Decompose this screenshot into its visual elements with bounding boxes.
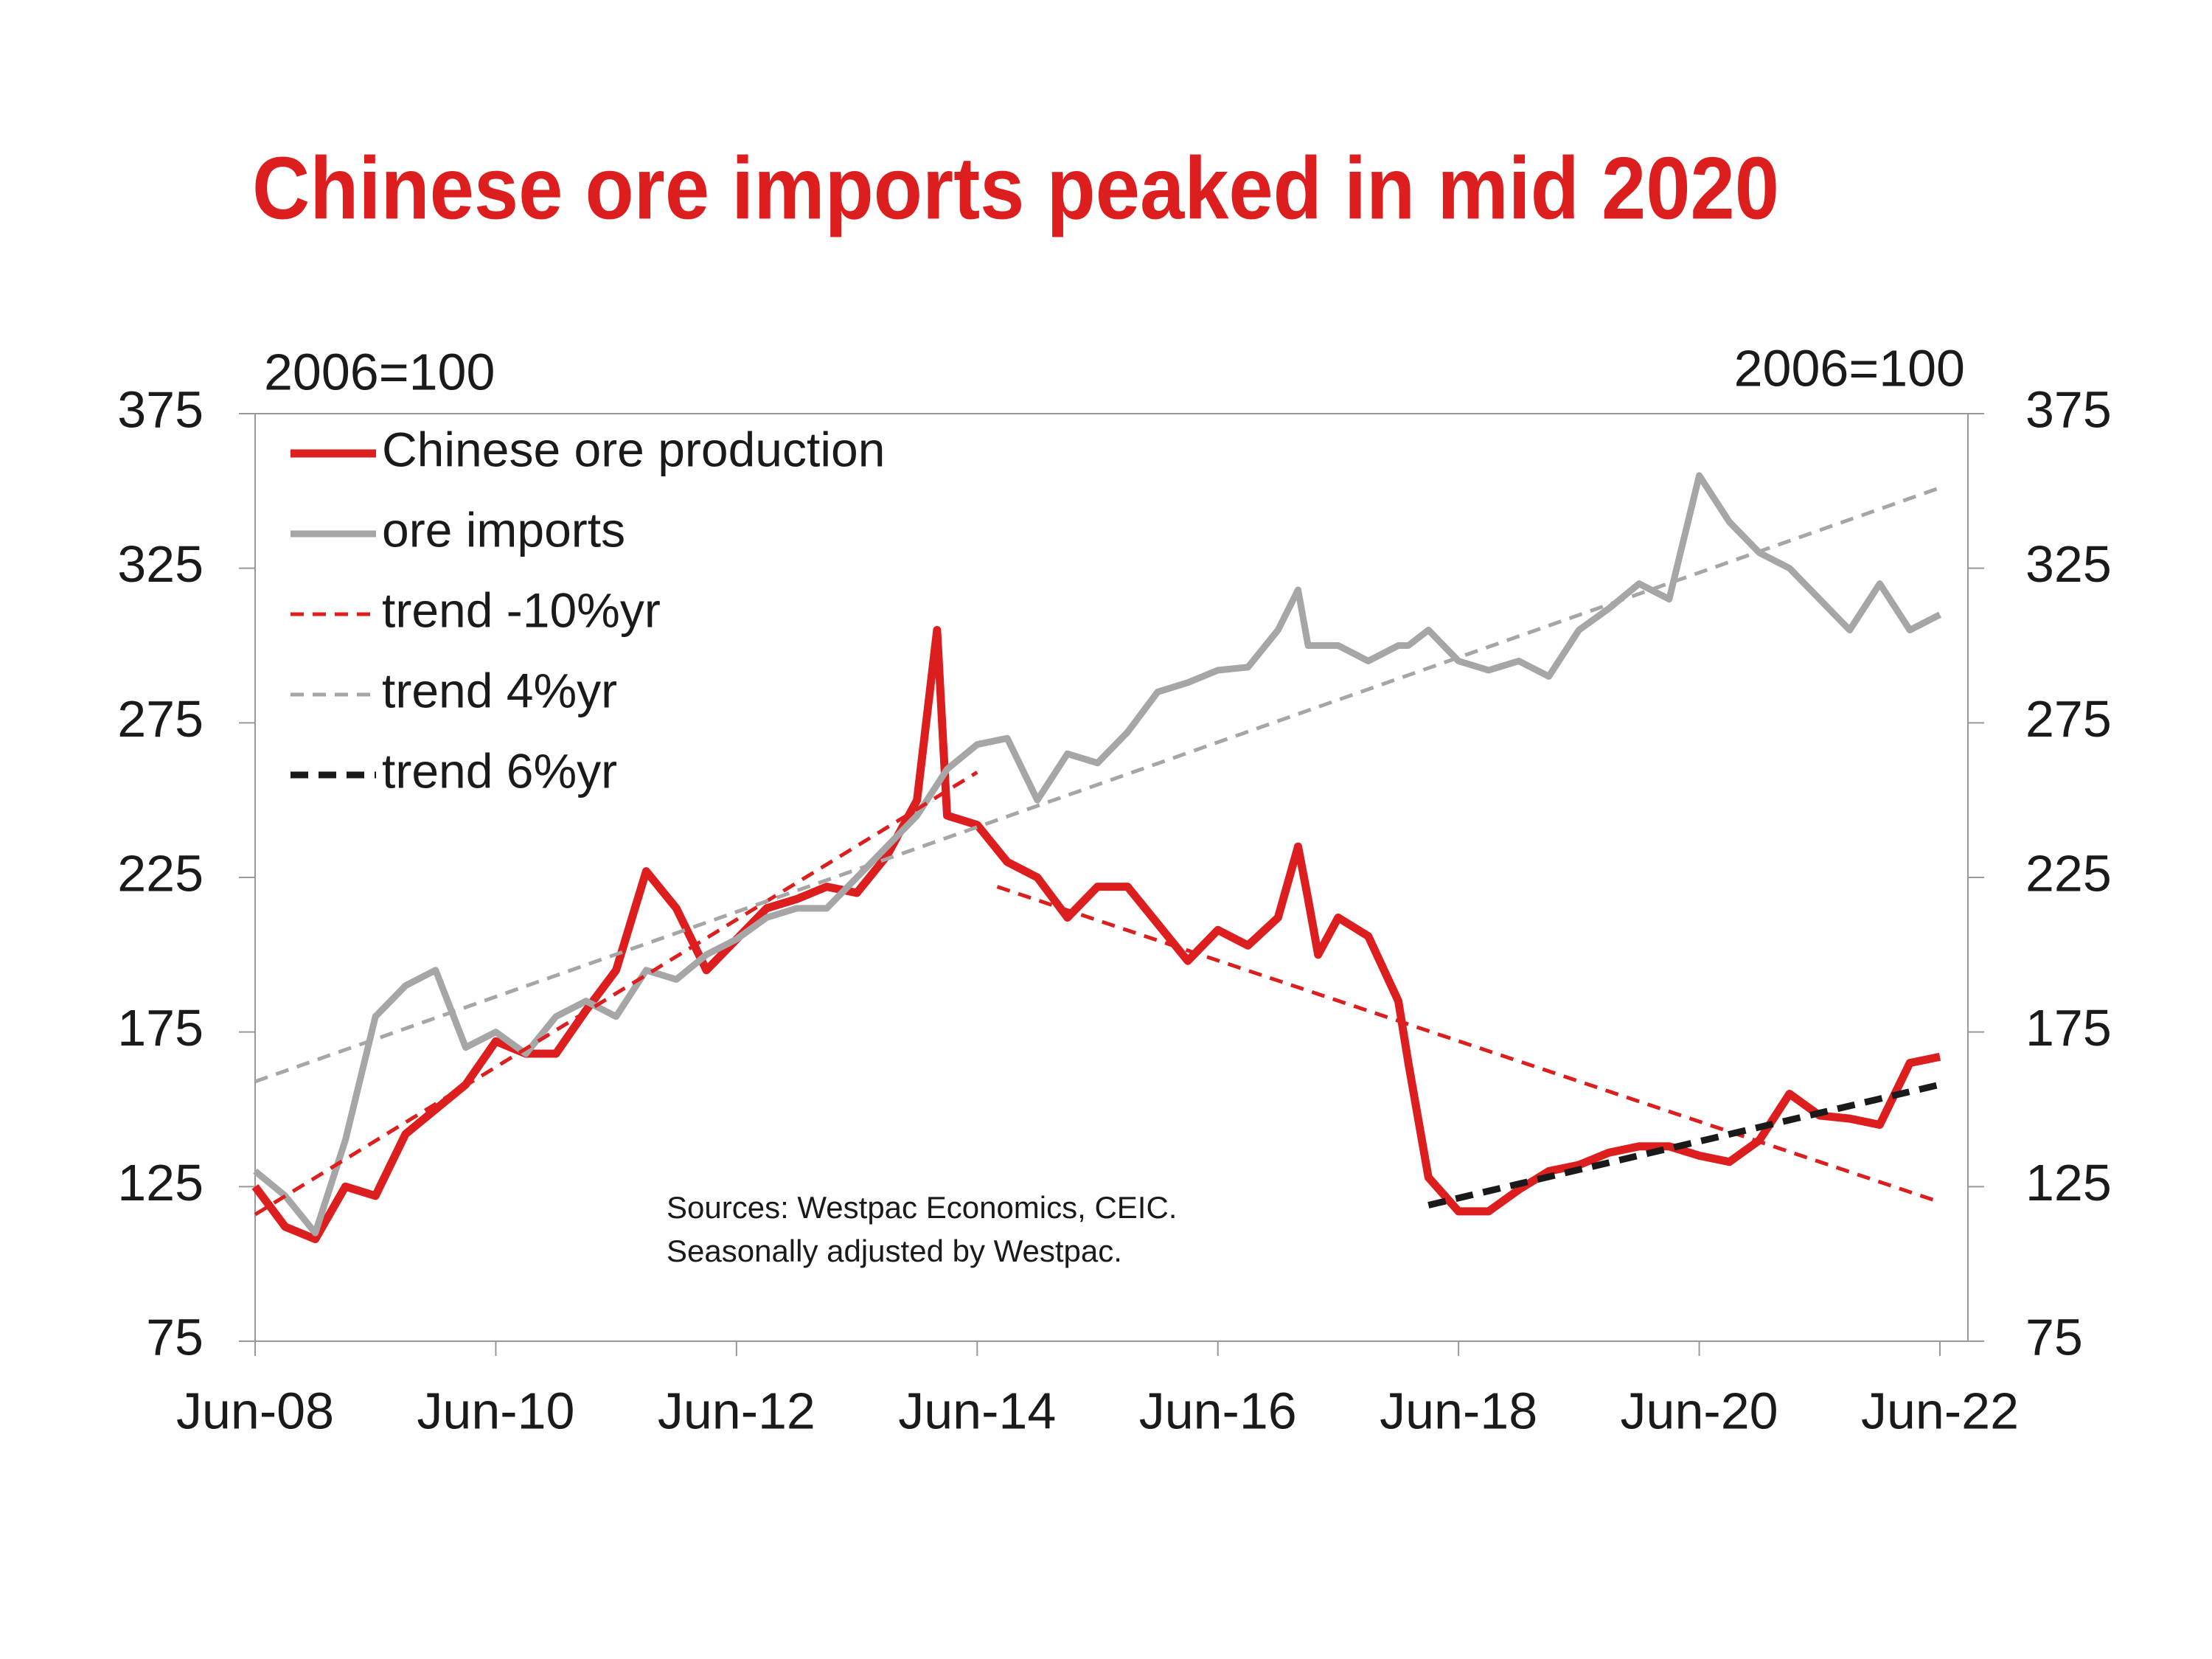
y-axis-label: 2006=100 bbox=[264, 343, 495, 400]
source-note: Seasonally adjusted by Westpac. bbox=[667, 1234, 1122, 1268]
y-tick-label: 125 bbox=[117, 1154, 204, 1211]
y-tick-label: 325 bbox=[117, 535, 204, 593]
x-tick-label: Jun-14 bbox=[898, 1382, 1056, 1439]
x-tick-label: Jun-12 bbox=[658, 1382, 815, 1439]
series-line bbox=[1427, 1081, 1941, 1208]
y-tick-label: 175 bbox=[117, 999, 204, 1057]
source-note: Sources: Westpac Economics, CEIC. bbox=[667, 1190, 1177, 1225]
legend-label: ore imports bbox=[382, 502, 625, 557]
y2-tick-label: 125 bbox=[2025, 1154, 2112, 1211]
legend-label: trend 6%yr bbox=[382, 743, 617, 798]
series-line bbox=[253, 472, 1942, 1237]
legend-label: trend -10%yr bbox=[382, 582, 661, 637]
series-line bbox=[254, 771, 1941, 1217]
y2-tick-label: 325 bbox=[2025, 535, 2112, 593]
x-tick-label: Jun-22 bbox=[1861, 1382, 2019, 1439]
y-tick-label: 225 bbox=[117, 844, 204, 902]
x-tick-label: Jun-10 bbox=[417, 1382, 574, 1439]
y2-tick-label: 75 bbox=[2025, 1308, 2083, 1366]
series-line bbox=[254, 486, 1941, 1084]
x-tick-label: Jun-08 bbox=[176, 1382, 334, 1439]
y2-tick-label: 375 bbox=[2025, 380, 2112, 438]
legend-label: trend 4%yr bbox=[382, 663, 617, 717]
y2-axis-label: 2006=100 bbox=[1734, 339, 1965, 397]
x-tick-label: Jun-16 bbox=[1139, 1382, 1297, 1439]
y-tick-label: 75 bbox=[146, 1308, 204, 1366]
y2-tick-label: 275 bbox=[2025, 690, 2112, 748]
x-tick-label: Jun-18 bbox=[1380, 1382, 1537, 1439]
legend-label: Chinese ore production bbox=[382, 422, 885, 476]
y-tick-label: 375 bbox=[117, 380, 204, 438]
y2-tick-label: 225 bbox=[2025, 844, 2112, 902]
x-tick-label: Jun-20 bbox=[1621, 1382, 1778, 1439]
y-tick-label: 275 bbox=[117, 690, 204, 748]
y2-tick-label: 175 bbox=[2025, 999, 2112, 1057]
series-line bbox=[251, 626, 1941, 1244]
chart-title: Chinese ore imports peaked in mid 2020 bbox=[252, 139, 1779, 238]
